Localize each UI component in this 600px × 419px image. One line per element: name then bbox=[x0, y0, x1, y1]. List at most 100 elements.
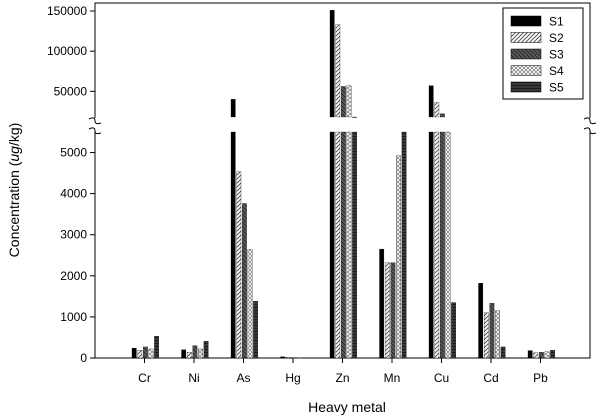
bar-hg-s2 bbox=[285, 357, 291, 359]
bar-segment bbox=[379, 248, 385, 359]
bar-ni-s5 bbox=[203, 341, 209, 359]
x-tick-label: Cu bbox=[434, 371, 449, 385]
bar-segment bbox=[483, 312, 489, 359]
legend-label: S3 bbox=[549, 48, 564, 62]
bar-segment bbox=[495, 310, 500, 359]
bar-segment bbox=[137, 350, 143, 359]
bar-segment bbox=[203, 341, 209, 359]
bar-hg-s3 bbox=[291, 357, 297, 359]
bar-cr-s1 bbox=[131, 347, 137, 359]
bar-pb-s5 bbox=[550, 350, 555, 359]
bar-segment bbox=[297, 357, 302, 359]
bar-segment-upper bbox=[440, 113, 445, 118]
x-tick-label: Pb bbox=[533, 371, 548, 385]
bar-mn-s1 bbox=[379, 248, 385, 359]
bar-zn-s5 bbox=[352, 116, 357, 359]
bar-segment-lower bbox=[428, 131, 434, 359]
bar-ni-s2 bbox=[186, 352, 192, 359]
bar-segment-lower bbox=[352, 131, 357, 359]
legend-item-s2: S2 bbox=[510, 31, 564, 45]
bar-segment bbox=[396, 155, 401, 359]
bar-cr-s3 bbox=[143, 346, 148, 359]
legend-label: S2 bbox=[549, 31, 564, 45]
bar-zn-s4 bbox=[346, 85, 352, 359]
y-tick-label: 5000 bbox=[60, 146, 87, 160]
bar-segment bbox=[198, 348, 203, 359]
y-axis-ticks: 0 1000 2000 3000 4000 5000 50000 100000 150000 bbox=[47, 4, 95, 365]
bar-segment bbox=[253, 301, 258, 359]
y-tick-label: 100000 bbox=[47, 44, 87, 58]
bar-segment bbox=[285, 357, 291, 359]
bar-segment bbox=[186, 352, 192, 359]
bar-segment bbox=[181, 349, 187, 359]
bar-segment-lower bbox=[335, 131, 341, 359]
x-tick-label: Zn bbox=[335, 371, 349, 385]
bar-segment bbox=[192, 345, 198, 359]
bar-as-s2 bbox=[236, 171, 242, 359]
legend: S1 S2 S3 S4 S5 bbox=[502, 7, 584, 100]
bar-segment bbox=[527, 350, 533, 359]
x-tick-label: Hg bbox=[285, 371, 300, 385]
bar-segment-upper bbox=[230, 99, 236, 118]
y-tick-label: 4000 bbox=[60, 187, 87, 201]
bar-ni-s3 bbox=[192, 345, 198, 359]
y-tick-label: 2000 bbox=[60, 269, 87, 283]
bar-segment-lower bbox=[230, 131, 236, 359]
bar-cd-s5 bbox=[500, 346, 506, 359]
bars-layer bbox=[131, 10, 555, 359]
bar-segment-upper bbox=[346, 85, 352, 118]
y-axis-title-suffix: /kg) bbox=[6, 123, 22, 146]
bar-cd-s4 bbox=[495, 310, 500, 359]
bar-as-s4 bbox=[247, 249, 253, 359]
bar-segment-lower bbox=[440, 131, 445, 359]
x-tick-label: Cr bbox=[138, 371, 151, 385]
bar-segment-lower bbox=[329, 131, 335, 359]
bar-pb-s4 bbox=[544, 351, 550, 359]
x-tick-label: As bbox=[236, 371, 250, 385]
bar-hg-s5 bbox=[302, 357, 308, 359]
bar-segment-lower bbox=[401, 131, 407, 359]
x-axis-ticks: Cr Ni As Hg Zn Mn Cu Cd Pb bbox=[138, 358, 548, 385]
bar-zn-s2 bbox=[335, 24, 341, 359]
break-gap bbox=[93, 118, 592, 131]
bar-as-s5 bbox=[253, 301, 258, 359]
bar-as-s1 bbox=[230, 99, 236, 359]
bar-cr-s4 bbox=[148, 348, 154, 359]
x-tick-label: Mn bbox=[384, 371, 401, 385]
y-tick-label: 3000 bbox=[60, 228, 87, 242]
bar-hg-s4 bbox=[297, 357, 302, 359]
bar-cu-s2 bbox=[434, 102, 440, 359]
bar-segment-upper bbox=[352, 116, 357, 118]
legend-swatch bbox=[510, 48, 542, 60]
axis-break-marks bbox=[88, 117, 597, 135]
x-tick-label: Ni bbox=[188, 371, 199, 385]
legend-swatch bbox=[510, 81, 542, 93]
bar-segment bbox=[143, 346, 148, 359]
legend-label: S4 bbox=[549, 64, 564, 78]
break-mark-left bbox=[88, 117, 102, 135]
bar-zn-s1 bbox=[329, 10, 335, 359]
bar-segment-upper bbox=[341, 86, 346, 118]
bar-segment bbox=[533, 352, 539, 359]
legend-item-s4: S4 bbox=[510, 64, 564, 78]
bar-segment bbox=[302, 357, 308, 359]
bar-segment bbox=[489, 303, 495, 359]
legend-swatch bbox=[510, 65, 542, 76]
x-tick-label: Cd bbox=[483, 371, 498, 385]
bar-segment bbox=[280, 356, 286, 359]
bar-cd-s1 bbox=[478, 283, 484, 359]
bar-segment-upper bbox=[329, 10, 335, 118]
bar-segment bbox=[236, 171, 242, 359]
bar-pb-s1 bbox=[527, 350, 533, 359]
bar-ni-s1 bbox=[181, 349, 187, 359]
legend-swatch bbox=[510, 15, 542, 27]
legend-label: S1 bbox=[549, 15, 564, 29]
y-axis-title-unit: ug bbox=[6, 146, 22, 162]
bar-cd-s2 bbox=[483, 312, 489, 359]
bar-cd-s3 bbox=[489, 303, 495, 359]
y-tick-label: 0 bbox=[80, 351, 87, 365]
bar-segment-lower bbox=[445, 131, 451, 359]
bar-segment bbox=[148, 348, 154, 359]
bar-pb-s3 bbox=[539, 352, 544, 359]
